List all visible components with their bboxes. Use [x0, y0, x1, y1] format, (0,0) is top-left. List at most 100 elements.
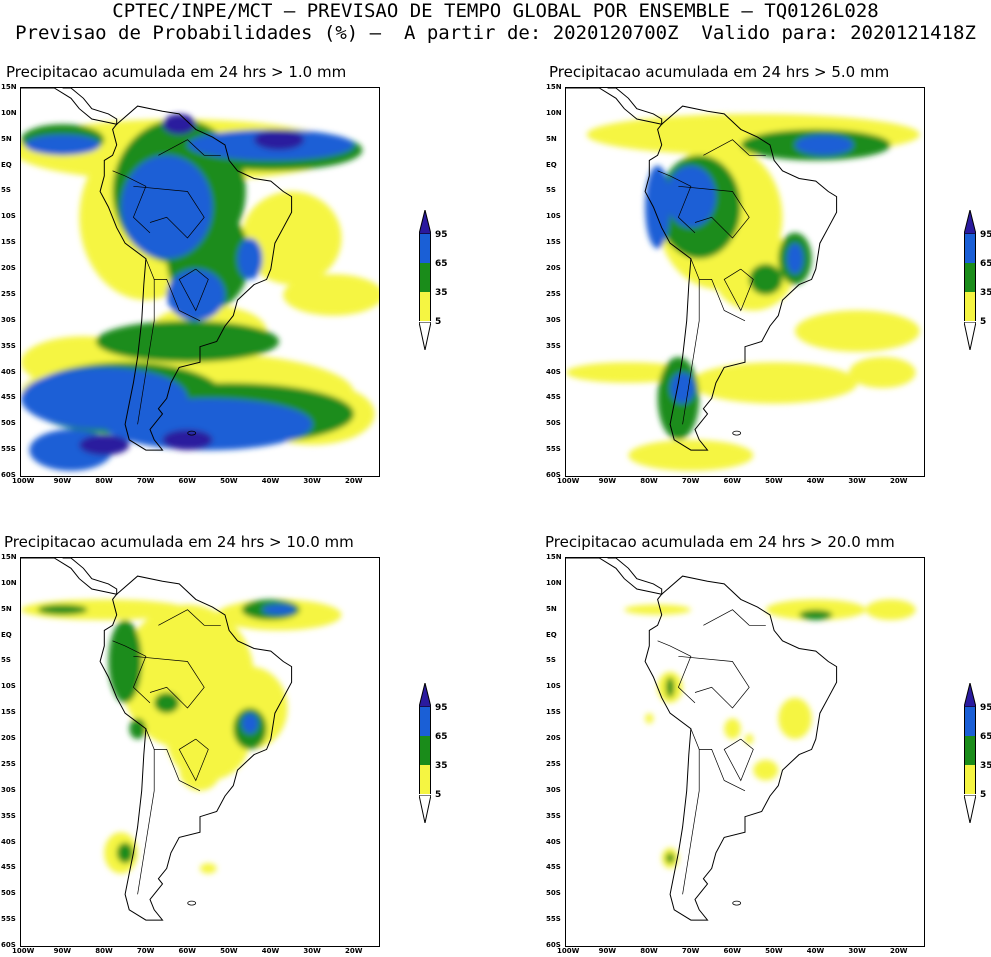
probability-area	[665, 677, 675, 698]
country-border	[112, 640, 151, 704]
probability-area	[865, 599, 916, 620]
lat-tick-label: EQ	[1, 630, 12, 639]
lat-tick-label: 45S	[546, 863, 561, 872]
central-america-coast	[566, 88, 663, 125]
country-border	[158, 609, 221, 626]
lat-tick-label: 45S	[546, 393, 561, 402]
legend-swatch	[964, 707, 976, 736]
country-border	[723, 738, 754, 782]
legend-triangle-bottom	[419, 322, 431, 350]
country-border	[657, 640, 696, 704]
lon-tick-label: 50W	[220, 477, 238, 485]
lon-tick-label: 90W	[53, 477, 72, 485]
lat-tick-label: 15S	[1, 238, 16, 247]
lat-tick-label: 30S	[546, 315, 561, 324]
probability-area	[262, 604, 296, 615]
country-border	[682, 279, 700, 425]
probability-area	[116, 842, 134, 864]
falkland-islands	[732, 900, 742, 906]
legend-label: 95	[435, 703, 448, 713]
lat-tick-label: 5S	[1, 186, 11, 195]
lon-tick-label: 30W	[303, 477, 321, 485]
lon-tick-label: 70W	[136, 947, 155, 955]
lon-tick-label: 50W	[765, 947, 783, 955]
panel-1-map	[20, 87, 380, 477]
legend-label: 35	[435, 288, 448, 298]
legend-triangle-top	[419, 683, 431, 707]
country-border	[723, 268, 754, 312]
lon-tick-label: 100W	[12, 477, 35, 485]
country-border	[137, 279, 155, 425]
lon-tick-label: 100W	[557, 477, 580, 485]
lat-tick-label: 10S	[1, 682, 16, 691]
panel-3-map	[20, 557, 380, 947]
lat-tick-label: 10N	[1, 578, 17, 587]
probability-area	[166, 269, 225, 321]
probability-area	[724, 718, 741, 739]
falkland-islands	[732, 430, 742, 436]
lon-tick-label: 30W	[848, 477, 866, 485]
lon-tick-label: 80W	[95, 947, 113, 955]
panel-2-map	[565, 87, 925, 477]
probability-area	[795, 134, 854, 156]
lon-tick-label: 20W	[890, 477, 908, 485]
lon-tick-label: 40W	[261, 947, 280, 955]
lat-tick-label: 55S	[1, 445, 16, 454]
legend-swatch	[419, 765, 431, 794]
legend-triangle-top	[419, 210, 431, 234]
lat-tick-label: EQ	[1, 160, 12, 169]
country-border	[178, 268, 209, 312]
lat-tick-label: 60S	[1, 941, 16, 949]
probability-area	[104, 398, 313, 451]
country-border	[690, 258, 746, 322]
lat-tick-label: 10S	[546, 212, 561, 221]
probability-area	[162, 113, 196, 135]
lat-tick-label: 20S	[1, 264, 16, 273]
lat-tick-label: 50S	[546, 419, 561, 428]
central-america-coast	[21, 558, 118, 595]
probability-area	[745, 733, 754, 745]
probability-area	[129, 718, 146, 739]
panel-2-title: Precipitacao acumulada em 24 hrs > 5.0 m…	[549, 63, 890, 81]
lat-tick-label: 35S	[1, 811, 16, 820]
legend-label: 35	[435, 761, 448, 771]
country-border	[133, 655, 205, 709]
legend-swatch	[419, 292, 431, 321]
legend-swatch	[419, 234, 431, 263]
legend-triangle-bottom	[419, 795, 431, 823]
probability-area	[79, 434, 130, 456]
legend-label: 65	[980, 259, 991, 269]
lat-tick-label: 60S	[546, 941, 561, 949]
lat-tick-label: 35S	[546, 341, 561, 350]
lat-tick-label: 5S	[546, 656, 556, 665]
lon-tick-label: 100W	[557, 947, 580, 955]
legend-label: 65	[980, 732, 991, 742]
lon-tick-label: 30W	[303, 947, 321, 955]
probability-area	[778, 697, 812, 740]
lat-tick-label: 55S	[546, 915, 561, 924]
country-border	[678, 185, 750, 239]
lat-tick-label: 40S	[546, 367, 561, 376]
lon-tick-label: 20W	[345, 947, 363, 955]
panel-1-title: Precipitacao acumulada em 24 hrs > 1.0 m…	[6, 63, 347, 81]
lat-tick-label: 10N	[1, 108, 17, 117]
legend-label: 95	[435, 230, 448, 240]
probability-area	[95, 320, 280, 363]
coastline	[99, 575, 293, 921]
probability-area	[670, 372, 696, 404]
lat-tick-label: EQ	[546, 160, 557, 169]
lon-tick-label: 40W	[806, 947, 825, 955]
legend-label: 35	[980, 288, 991, 298]
lat-tick-label: 60S	[546, 471, 561, 479]
lat-tick-label: 5N	[1, 604, 12, 613]
central-america-coast	[21, 88, 118, 125]
lat-tick-label: 10N	[546, 108, 562, 117]
lat-tick-label: 30S	[1, 785, 16, 794]
header-subtitle: Previsao de Probabilidades (%) – A parti…	[15, 22, 976, 44]
lat-tick-label: 10N	[546, 578, 562, 587]
lon-tick-label: 70W	[136, 477, 155, 485]
country-border	[112, 170, 151, 234]
lon-tick-label: 100W	[12, 947, 35, 955]
lat-tick-label: 5N	[546, 604, 557, 613]
lat-tick-label: 10S	[546, 682, 561, 691]
